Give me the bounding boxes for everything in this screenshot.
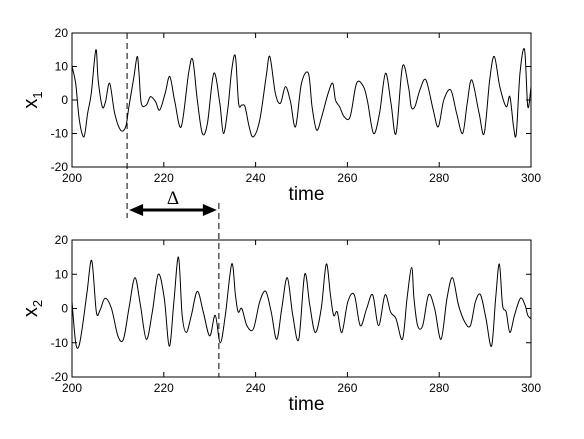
series-line-1: [72, 48, 531, 138]
delta-annotation: Δ: [126, 33, 220, 377]
delta-arrowhead-left: [129, 204, 144, 216]
x-axis-label: time: [289, 184, 325, 205]
y-axis-label: x1: [20, 91, 45, 108]
x-tick-label: 240: [246, 171, 266, 185]
y-tick-label: 10: [55, 267, 69, 281]
x-tick-label: 280: [429, 381, 449, 395]
x-tick-label: 300: [521, 381, 541, 395]
x-tick-label: 240: [246, 381, 266, 395]
series-line-1: [72, 256, 531, 349]
x-tick-label: 260: [337, 381, 357, 395]
y-axis-label-subscript: 2: [30, 300, 45, 307]
delta-label: Δ: [167, 188, 179, 209]
x-axis-label: time: [289, 394, 325, 415]
y-tick-label: 10: [55, 60, 69, 74]
chart-panel-2: 200 220 240 260 280 300 -20 -10 0 10 20 time x2: [20, 233, 541, 415]
y-tick-label: -10: [51, 336, 69, 350]
delta-arrowhead-right: [202, 204, 217, 216]
y-tick-label: -20: [51, 370, 69, 384]
y-tick-label: 20: [55, 233, 69, 247]
y-tick-label: 0: [61, 93, 68, 107]
x-tick-label: 220: [154, 381, 174, 395]
y-tick-label: 20: [55, 26, 69, 40]
y-tick-label: -20: [51, 160, 69, 174]
x-tick-label: 200: [62, 381, 82, 395]
y-axis-label-subscript: 1: [30, 91, 45, 98]
x-tick-label: 200: [62, 171, 82, 185]
y-tick-label: 0: [61, 302, 68, 316]
y-tick-label: -10: [51, 127, 69, 141]
x-tick-label: 220: [154, 171, 174, 185]
y-axis-label: x2: [20, 300, 45, 317]
x-tick-label: 260: [337, 171, 357, 185]
x-tick-label: 300: [521, 171, 541, 185]
x-tick-label: 280: [429, 171, 449, 185]
chart-panel-1: 200 220 240 260 280 300 -20 -10 0 10 20 time x1: [20, 26, 541, 205]
